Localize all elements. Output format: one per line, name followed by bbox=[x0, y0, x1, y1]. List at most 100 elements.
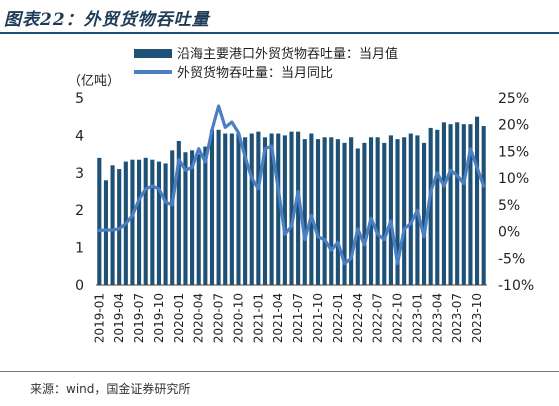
source-note: 来源：wind，国金证券研究所 bbox=[30, 382, 191, 396]
bar-mark bbox=[329, 137, 334, 285]
bar-mark bbox=[428, 127, 433, 285]
left-tick-label: 0 bbox=[75, 278, 84, 294]
x-tick-label: 2019-10 bbox=[152, 293, 166, 343]
legend-bar-swatch bbox=[134, 49, 172, 58]
x-tick-label: 2023-10 bbox=[470, 293, 484, 343]
left-tick-label: 2 bbox=[75, 203, 84, 219]
bar-mark bbox=[408, 133, 413, 285]
bar-mark bbox=[163, 163, 168, 285]
yoy-line-series bbox=[97, 104, 486, 266]
bar-mark bbox=[289, 131, 294, 285]
right-tick-label: 5% bbox=[498, 198, 520, 214]
left-tick-label: 4 bbox=[75, 128, 84, 144]
bar-mark bbox=[209, 129, 215, 285]
x-tick-label: 2019-04 bbox=[112, 293, 126, 343]
bar-mark bbox=[256, 131, 261, 285]
title-bar: 图表22：外贸货物吞吐量 bbox=[0, 0, 559, 34]
bar-mark bbox=[296, 131, 301, 285]
x-tick-label: 2023-04 bbox=[430, 293, 444, 343]
bar-mark bbox=[402, 137, 407, 285]
bar-mark bbox=[170, 150, 175, 285]
bar-mark bbox=[196, 154, 201, 285]
bar-mark bbox=[435, 129, 440, 285]
bar-mark bbox=[110, 165, 115, 285]
x-tick-label: 2021-07 bbox=[291, 293, 305, 343]
x-tick-label: 2023-07 bbox=[450, 293, 464, 343]
x-tick-label: 2019-01 bbox=[92, 293, 106, 343]
bar-mark bbox=[355, 148, 360, 285]
legend-line-label: 外贸货物吞吐量：当月同比 bbox=[177, 65, 333, 81]
left-axis-unit-label: （亿吨） bbox=[68, 74, 120, 89]
bar-mark bbox=[156, 161, 162, 285]
bar-mark bbox=[243, 137, 248, 285]
bar-mark bbox=[229, 133, 234, 285]
bar-mark bbox=[203, 146, 208, 285]
bar-mark bbox=[223, 133, 228, 285]
bar-mark bbox=[382, 142, 387, 285]
bar-mark bbox=[309, 133, 314, 285]
bar-mark bbox=[468, 124, 473, 286]
bar-mark bbox=[262, 137, 268, 285]
chart-title: 图表22：外贸货物吞吐量 bbox=[4, 10, 210, 30]
bar-mark bbox=[342, 142, 347, 285]
bar-mark bbox=[368, 137, 374, 285]
right-tick-label: -5% bbox=[498, 251, 525, 267]
title-underline bbox=[0, 32, 559, 34]
right-tick-label: 15% bbox=[498, 144, 529, 160]
bar-mark bbox=[183, 152, 188, 285]
left-tick-label: 5 bbox=[75, 91, 84, 107]
x-tick-label: 2020-04 bbox=[192, 293, 206, 343]
left-tick-label: 1 bbox=[75, 241, 84, 257]
bar-mark bbox=[176, 141, 181, 285]
bar-mark bbox=[103, 180, 108, 285]
bar-mark bbox=[388, 135, 393, 285]
bar-mark bbox=[276, 133, 281, 285]
right-tick-label: 25% bbox=[498, 91, 529, 107]
bar-mark bbox=[137, 159, 142, 285]
right-tick-label: -10% bbox=[498, 278, 534, 294]
bar-mark bbox=[150, 159, 155, 285]
bar-mark bbox=[395, 139, 400, 285]
footer-rule bbox=[0, 371, 559, 372]
bar-mark bbox=[322, 137, 327, 285]
x-tick-label: 2020-10 bbox=[231, 293, 245, 343]
bar-mark bbox=[421, 142, 427, 285]
bar-mark bbox=[335, 139, 340, 285]
x-tick-label: 2021-01 bbox=[251, 293, 265, 343]
bar-mark bbox=[441, 122, 446, 285]
bar-mark bbox=[349, 137, 354, 285]
x-tick-label: 2019-07 bbox=[132, 293, 146, 343]
bar-mark bbox=[269, 133, 274, 285]
bar-mark bbox=[249, 133, 254, 285]
left-tick-label: 3 bbox=[75, 166, 84, 182]
x-tick-label: 2020-07 bbox=[212, 293, 226, 343]
bar-mark bbox=[475, 116, 480, 285]
bar-mark bbox=[282, 135, 287, 285]
bar-mark bbox=[97, 157, 102, 285]
bar-mark bbox=[315, 139, 321, 285]
x-tick-label: 2022-04 bbox=[351, 293, 365, 343]
right-tick-label: 20% bbox=[498, 118, 529, 134]
bar-mark bbox=[130, 159, 135, 285]
bar-mark bbox=[455, 122, 460, 285]
x-tick-label: 2023-01 bbox=[410, 293, 424, 343]
bar-mark bbox=[461, 124, 466, 286]
bar-mark bbox=[190, 150, 195, 285]
x-tick-label: 2022-07 bbox=[371, 293, 385, 343]
x-tick-label: 2021-10 bbox=[311, 293, 325, 343]
bar-mark bbox=[216, 129, 221, 285]
bar-mark bbox=[448, 124, 453, 286]
x-tick-label: 2022-01 bbox=[331, 293, 345, 343]
legend-bar-label: 沿海主要港口外贸货物吞吐量：当月值 bbox=[177, 46, 398, 62]
x-tick-label: 2020-01 bbox=[172, 293, 186, 343]
right-tick-label: 10% bbox=[498, 171, 529, 187]
bar-mark bbox=[236, 133, 241, 285]
bar-mark bbox=[143, 157, 148, 285]
bar-mark bbox=[481, 126, 486, 285]
bar-mark bbox=[375, 137, 380, 285]
bar-mark bbox=[302, 139, 307, 285]
bar-mark bbox=[362, 142, 367, 285]
x-tick-label: 2021-04 bbox=[271, 293, 285, 343]
